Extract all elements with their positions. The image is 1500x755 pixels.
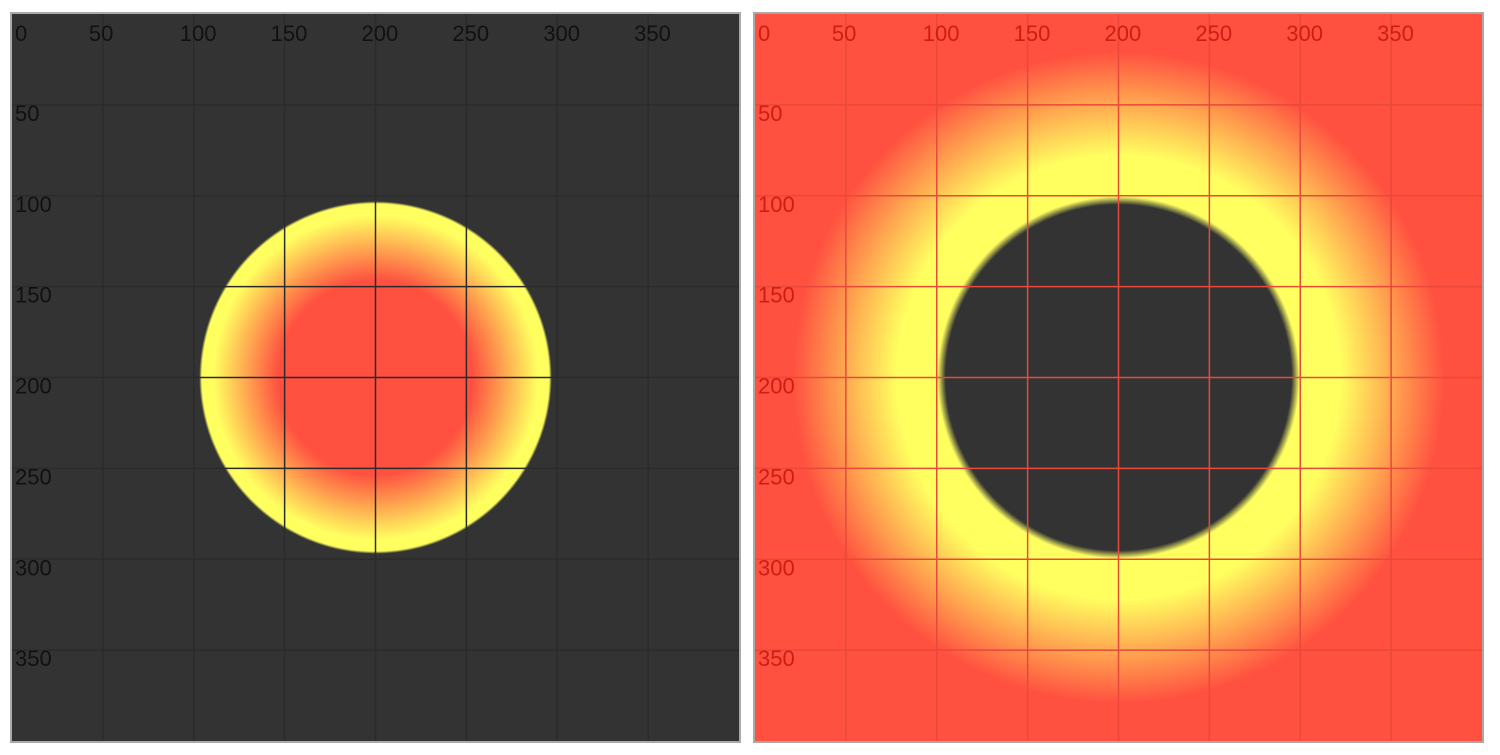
left-canvas: 0 50 100 150 200 250 300 350 50 100 150 200 250 300 35… bbox=[12, 14, 739, 741]
x-tick-label: 250 bbox=[452, 21, 489, 46]
y-tick-label: 100 bbox=[758, 192, 795, 217]
x-tick-label: 100 bbox=[923, 21, 960, 46]
x-tick-label: 350 bbox=[1377, 21, 1414, 46]
x-tick-label: 150 bbox=[1014, 21, 1051, 46]
x-tick-label: 300 bbox=[1286, 21, 1323, 46]
y-tick-label: 50 bbox=[15, 101, 39, 126]
y-tick-label: 150 bbox=[15, 283, 52, 308]
grid bbox=[755, 14, 1482, 741]
y-tick-label: 250 bbox=[15, 464, 52, 489]
x-tick-label: 200 bbox=[362, 21, 399, 46]
x-tick-label: 0 bbox=[15, 21, 27, 46]
y-tick-label: 150 bbox=[758, 283, 795, 308]
right-canvas-panel: 0 50 100 150 200 250 300 350 50 100 150 200 250 300 35… bbox=[753, 12, 1484, 743]
y-tick-label: 350 bbox=[15, 646, 52, 671]
x-tick-label: 300 bbox=[543, 21, 580, 46]
x-tick-label: 150 bbox=[271, 21, 308, 46]
y-tick-label: 350 bbox=[758, 646, 795, 671]
y-tick-label: 50 bbox=[758, 101, 782, 126]
y-tick-label: 100 bbox=[15, 192, 52, 217]
y-tick-label: 200 bbox=[15, 374, 52, 399]
x-tick-label: 250 bbox=[1195, 21, 1232, 46]
y-tick-label: 300 bbox=[758, 555, 795, 580]
x-tick-label: 350 bbox=[634, 21, 671, 46]
x-tick-label: 200 bbox=[1105, 21, 1142, 46]
grid bbox=[12, 14, 739, 741]
left-canvas-panel: 0 50 100 150 200 250 300 350 50 100 150 200 250 300 35… bbox=[10, 12, 741, 743]
x-tick-label: 50 bbox=[89, 21, 113, 46]
x-tick-label: 100 bbox=[180, 21, 217, 46]
y-tick-label: 250 bbox=[758, 464, 795, 489]
x-tick-label: 50 bbox=[832, 21, 856, 46]
y-tick-label: 200 bbox=[758, 374, 795, 399]
right-canvas: 0 50 100 150 200 250 300 350 50 100 150 200 250 300 35… bbox=[755, 14, 1482, 741]
y-tick-label: 300 bbox=[15, 555, 52, 580]
x-tick-label: 0 bbox=[758, 21, 770, 46]
